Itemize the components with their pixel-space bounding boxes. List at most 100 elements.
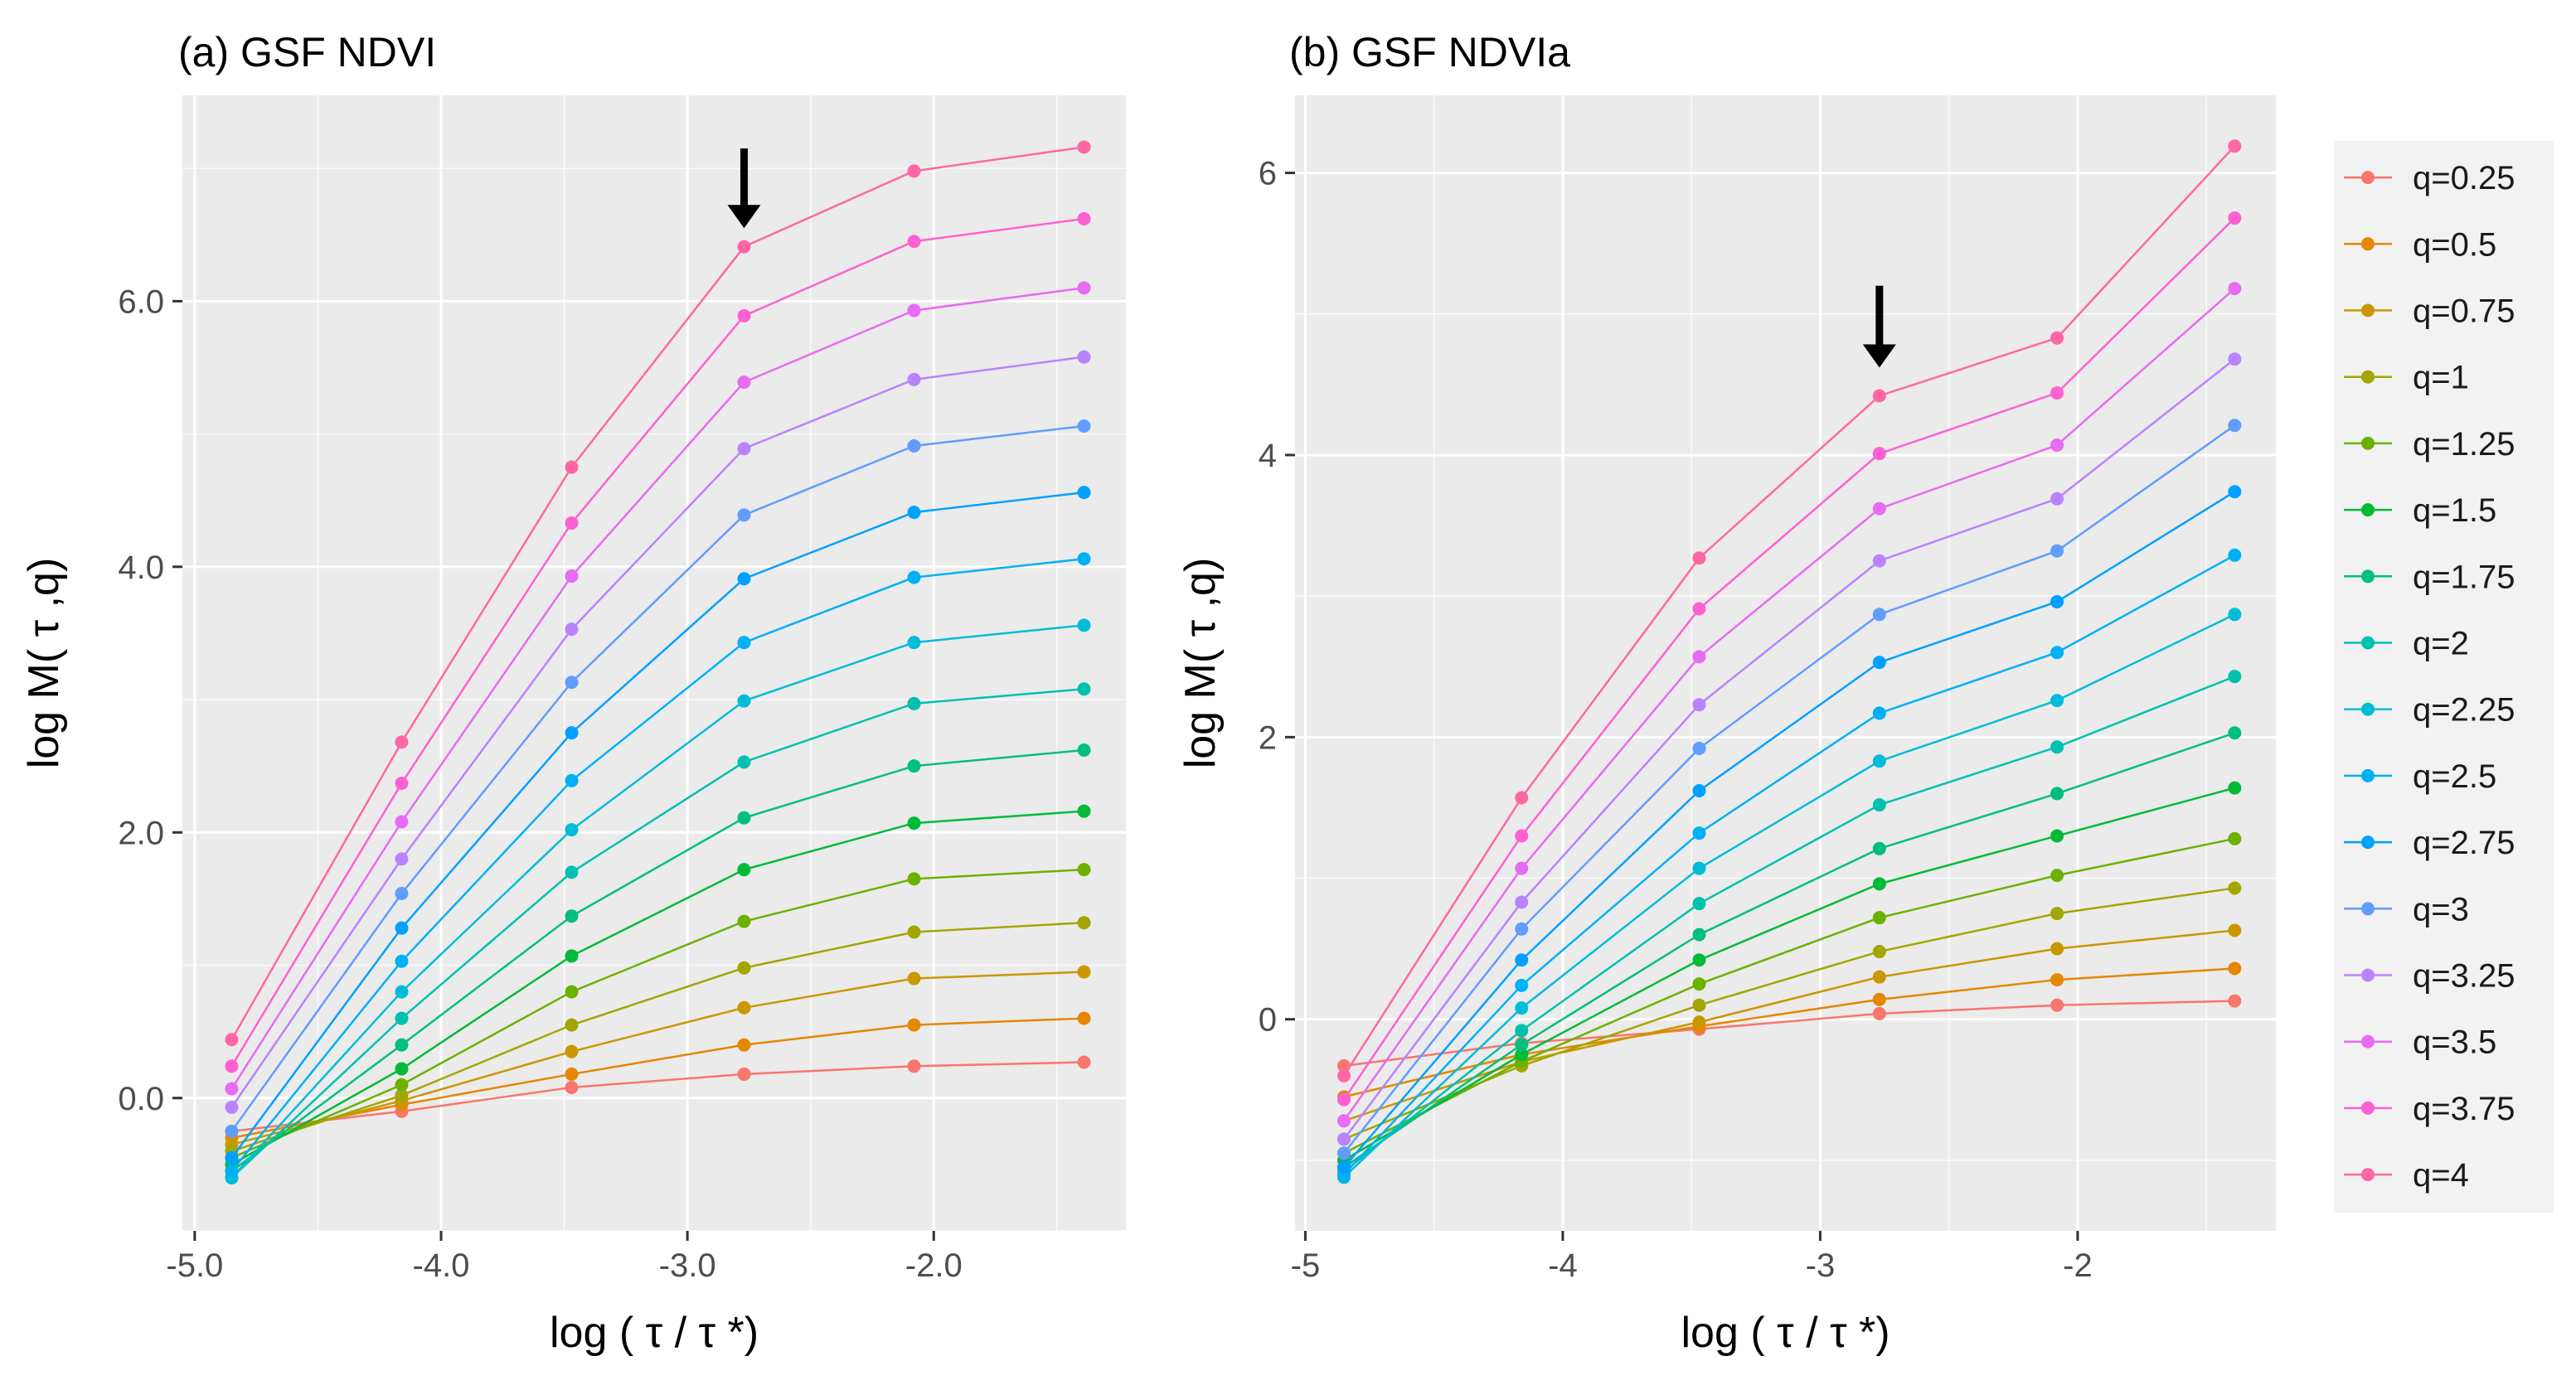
series-line xyxy=(1343,1000,2235,1068)
legend-entry: q=4 xyxy=(2344,1157,2469,1194)
data-point xyxy=(395,852,409,866)
data-point xyxy=(1872,877,1886,891)
legend-key-point xyxy=(2361,237,2375,251)
data-point xyxy=(1077,552,1091,566)
series-line xyxy=(231,971,1084,1146)
data-point xyxy=(907,164,921,178)
legend-label: q=2 xyxy=(2413,626,2469,662)
series-line xyxy=(1342,358,2236,1141)
series-line xyxy=(230,287,1084,1090)
legend-key-point xyxy=(2361,569,2375,584)
legend-key-point xyxy=(2361,1034,2375,1049)
series-q=3.25 xyxy=(225,350,1091,1114)
data-point xyxy=(907,925,921,939)
series-q=3.25 xyxy=(1337,352,2242,1146)
series-line xyxy=(1342,217,2236,1101)
data-point xyxy=(1077,743,1091,757)
data-point xyxy=(2050,740,2064,754)
x-axis-title: log ( τ / τ *) xyxy=(1681,1309,1890,1357)
data-point xyxy=(737,1000,751,1015)
data-point xyxy=(2050,386,2064,400)
series-line xyxy=(230,688,1084,1179)
data-point xyxy=(1515,1038,1529,1052)
y-tick-label: 6 xyxy=(1259,156,1277,192)
legend-key-point xyxy=(2361,902,2375,916)
legend-key-point xyxy=(2361,636,2375,650)
data-point xyxy=(1515,978,1529,992)
panel-title: (a) GSF NDVI xyxy=(178,29,436,75)
data-point xyxy=(565,516,579,530)
data-point xyxy=(907,303,921,317)
data-point xyxy=(565,773,579,787)
data-point xyxy=(737,811,751,825)
panel-b: -5 -4 -3 -2 0 2 4 6 (b) GSF NDVIa log ( τ / τ *) l… xyxy=(1176,29,2276,1357)
series-line xyxy=(231,1061,1084,1133)
data-point xyxy=(2228,923,2242,937)
series-q=3.75 xyxy=(225,212,1091,1073)
data-point xyxy=(1872,970,1886,984)
data-point xyxy=(737,572,751,586)
data-point xyxy=(1872,554,1886,568)
data-point xyxy=(225,1100,239,1114)
series-q=1 xyxy=(225,916,1091,1158)
arrow-head xyxy=(1862,344,1896,368)
data-point xyxy=(1077,212,1091,226)
data-point xyxy=(1872,1006,1886,1020)
data-point xyxy=(1872,389,1886,403)
y-tick-label: 4.0 xyxy=(118,550,164,586)
data-point xyxy=(395,954,409,968)
panel-title: (b) GSF NDVIa xyxy=(1289,29,1570,75)
data-point xyxy=(1872,656,1886,670)
y-axis-title: log M( τ ,q) xyxy=(20,558,68,769)
data-point xyxy=(1515,953,1529,967)
data-point xyxy=(225,1033,239,1047)
data-point xyxy=(1077,1011,1091,1025)
legend-key-point xyxy=(2361,702,2375,716)
data-point xyxy=(1692,602,1706,616)
legend-key-point xyxy=(2361,171,2375,185)
data-point xyxy=(1077,804,1091,818)
series-line xyxy=(1342,288,2236,1121)
data-point xyxy=(1515,861,1529,875)
legend-entry: q=3.5 xyxy=(2344,1024,2496,1061)
series-line xyxy=(231,922,1084,1153)
data-point xyxy=(2228,994,2242,1008)
series-line xyxy=(1343,887,2235,1141)
data-point xyxy=(1077,863,1091,877)
data-point xyxy=(2228,485,2242,499)
data-point xyxy=(225,1059,239,1073)
data-point xyxy=(1692,1015,1706,1029)
series-line xyxy=(230,624,1084,1179)
series-q=2.5 xyxy=(225,552,1091,1178)
series-q=3.5 xyxy=(1337,282,2242,1128)
data-point xyxy=(907,971,921,986)
legend-entry: q=0.25 xyxy=(2344,160,2515,196)
legend-label: q=2.5 xyxy=(2413,758,2496,795)
data-point xyxy=(395,1078,409,1092)
data-point xyxy=(2228,831,2242,845)
series-q=4 xyxy=(225,140,1091,1047)
series-line xyxy=(1343,837,2235,1155)
data-point xyxy=(1692,897,1706,911)
series-q=3 xyxy=(225,419,1091,1138)
data-point xyxy=(565,1018,579,1032)
data-point xyxy=(2228,881,2242,895)
legend-label: q=3.5 xyxy=(2413,1024,2496,1061)
data-point xyxy=(737,308,751,322)
legend-label: q=2.25 xyxy=(2413,692,2515,729)
data-point xyxy=(1515,1048,1529,1062)
series-line xyxy=(230,810,1084,1165)
data-point xyxy=(2228,282,2242,296)
legend-key-point xyxy=(2361,1101,2375,1115)
data-point xyxy=(1872,608,1886,622)
data-point xyxy=(565,726,579,740)
data-point xyxy=(907,636,921,650)
data-point xyxy=(1692,650,1706,664)
legend-label: q=3.75 xyxy=(2413,1091,2515,1127)
legend-key-point xyxy=(2361,1168,2375,1182)
legend-key-point xyxy=(2361,436,2375,450)
data-point xyxy=(907,235,921,249)
legend-label: q=2.75 xyxy=(2413,825,2515,861)
data-point xyxy=(1872,841,1886,855)
arrow-head xyxy=(727,205,761,229)
